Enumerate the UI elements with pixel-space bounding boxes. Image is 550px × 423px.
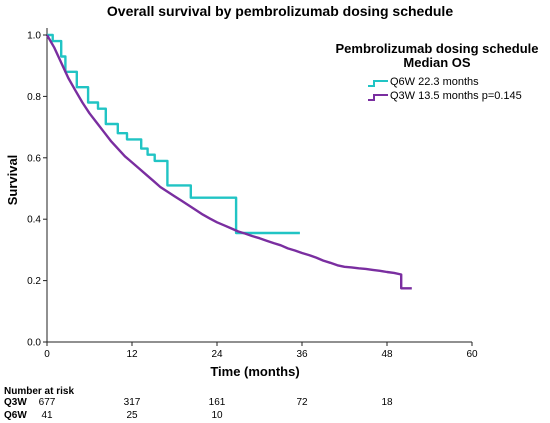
legend-entry-q3w: Q3W 13.5 months p=0.145 (368, 90, 522, 102)
legend-entry-q6w: Q6W 22.3 months (368, 76, 479, 88)
risk-value: 10 (211, 410, 223, 421)
y-tick-label: 0.2 (27, 276, 41, 287)
y-tick-label: 1.0 (27, 31, 41, 42)
risk-table-title: Number at risk (4, 386, 74, 397)
x-tick-label: 60 (466, 349, 478, 360)
plot-area (45, 28, 472, 343)
risk-row-label: Q6W (4, 410, 27, 421)
risk-value: 72 (296, 397, 308, 408)
y-tick-label: 0.8 (27, 92, 41, 103)
risk-value: 317 (124, 397, 141, 408)
legend-swatch-q3w (368, 94, 388, 101)
risk-value: 41 (41, 410, 53, 421)
risk-value: 161 (209, 397, 226, 408)
risk-value: 18 (381, 397, 393, 408)
x-tick-label: 48 (381, 349, 393, 360)
legend-label-q3w: Q3W 13.5 months p=0.145 (390, 90, 522, 102)
x-tick-label: 0 (44, 349, 50, 360)
x-tick-label: 24 (211, 349, 223, 360)
legend-title-line1: Pembrolizumab dosing schedule (336, 41, 539, 56)
axis-ticks: 0 12 24 36 48 60 0.0 0.2 0.4 0.6 0.8 1.0 (27, 31, 478, 361)
y-tick-label: 0.6 (27, 153, 41, 164)
legend-label-q6w: Q6W 22.3 months (390, 76, 479, 88)
legend-title-line2: Median OS (403, 55, 471, 70)
chart-title: Overall survival by pembrolizumab dosing… (107, 3, 453, 19)
legend-swatch-q6w (368, 80, 388, 87)
series-line-q6w (47, 33, 300, 235)
risk-row-label: Q3W (4, 397, 27, 408)
y-tick-label: 0.4 (27, 215, 41, 226)
x-tick-label: 12 (126, 349, 138, 360)
y-tick-label: 0.0 (27, 338, 41, 349)
y-axis-title: Survival (5, 155, 20, 206)
x-tick-label: 36 (296, 349, 308, 360)
series-line-q3w (45, 34, 412, 290)
risk-value: 25 (126, 410, 138, 421)
x-axis-title: Time (months) (210, 364, 299, 379)
risk-table: Q3W 677 317 161 72 18 Q6W 41 25 10 (4, 397, 393, 421)
risk-value: 677 (39, 397, 56, 408)
